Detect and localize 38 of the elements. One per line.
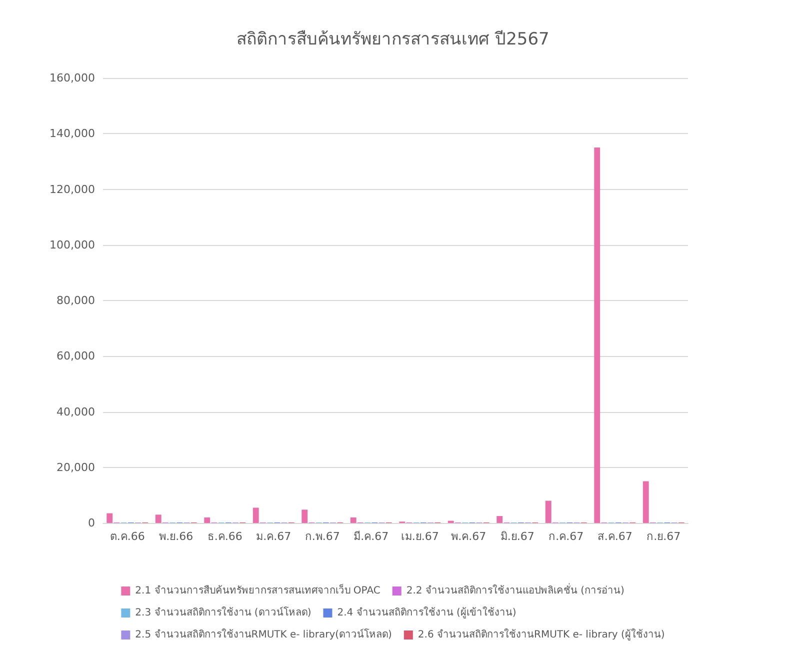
y-tick-label: 100,000	[50, 238, 95, 252]
bar	[642, 481, 649, 523]
legend-label: 2.4 จำนวนสถิติการใช้งาน (ผู้เข้าใช้งาน)	[337, 606, 516, 618]
legend-label: 2.6 จำนวนสถิติการใช้งานRMUTK e- library (ผู้ใช้งาน)	[418, 628, 665, 640]
legend-label: 2.1 จำนวนการสืบค้นทรัพยากรสารสนเทศจากเว็บ OPAC	[135, 582, 380, 596]
x-tick-label: มิ.ย.67	[500, 530, 534, 543]
x-tick-label: เม.ย.67	[400, 530, 439, 543]
bar	[155, 514, 162, 523]
y-tick-label: 40,000	[56, 405, 95, 418]
y-tick-label: 160,000	[50, 72, 95, 84]
x-tick-label: พ.ค.67	[451, 530, 486, 543]
legend-label: 2.3 จำนวนสถิติการใช้งาน (ดาวน์โหลด)	[135, 606, 312, 618]
bar	[252, 508, 259, 523]
x-tick-label: ก.ค.67	[548, 530, 584, 543]
x-tick-label: ก.ย.67	[646, 530, 681, 543]
x-tick-label: ต.ค.66	[110, 530, 145, 543]
bar	[594, 148, 600, 523]
x-tick-label: พ.ย.66	[159, 530, 194, 543]
y-tick-label: 60,000	[56, 350, 95, 363]
x-tick-label: ธ.ค.66	[207, 530, 242, 543]
y-tick-label: 120,000	[50, 182, 95, 196]
x-tick-label: ส.ค.67	[597, 530, 632, 543]
y-tick-label: 80,000	[56, 294, 95, 307]
bar	[106, 513, 113, 523]
bar	[545, 500, 552, 523]
legend-label: 2.5 จำนวนสถิติการใช้งานRMUTK e- library(ดาวน์โหลด)	[135, 628, 392, 640]
y-tick-label: 140,000	[50, 127, 95, 140]
bar	[350, 517, 356, 523]
x-tick-label: ก.พ.67	[304, 530, 340, 543]
bar	[204, 517, 210, 523]
chart-title: สถิติการสืบค้นทรัพยากรสารสนเทศ ปี2567	[236, 30, 550, 50]
y-tick-label: 20,000	[56, 460, 95, 474]
y-tick-label: 0	[88, 516, 95, 530]
legend-label: 2.2 จำนวนสถิติการใช้งานแอปพลิเคชั่น (การอ่าน)	[406, 582, 625, 596]
x-tick-label: ม.ค.67	[256, 530, 292, 543]
bar	[302, 510, 308, 523]
bar	[496, 516, 503, 523]
x-tick-label: มี.ค.67	[354, 530, 389, 543]
